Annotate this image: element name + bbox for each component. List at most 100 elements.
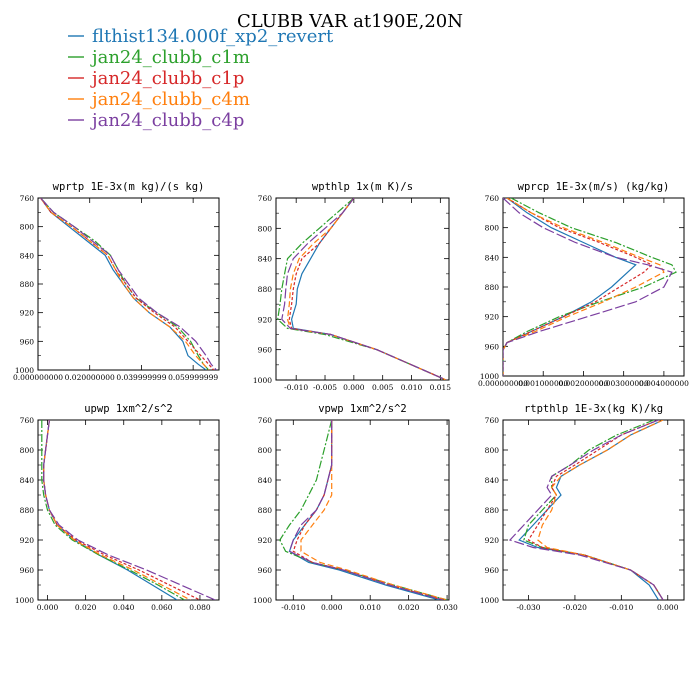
x-tick-label: 0.000000000 xyxy=(13,373,63,382)
y-tick-label: 760 xyxy=(485,194,500,203)
series-line xyxy=(286,198,447,380)
x-tick-label: 0.020000000 xyxy=(65,373,115,382)
legend-label: jan24_clubb_c4p xyxy=(90,110,244,131)
x-tick-label: 0.000 xyxy=(343,383,365,392)
y-tick-label: 840 xyxy=(20,251,35,260)
panel-frame xyxy=(37,419,220,601)
series-line xyxy=(503,198,637,376)
y-tick-label: 800 xyxy=(485,446,500,455)
legend-item: jan24_clubb_c4p xyxy=(68,110,244,131)
x-tick-label: 0.010 xyxy=(359,603,381,612)
legend-label: jan24_clubb_c1p xyxy=(90,68,244,89)
x-tick-label: 0.004000000 xyxy=(639,379,689,388)
y-tick-label: 960 xyxy=(485,342,500,351)
series-line xyxy=(288,420,444,600)
series-line xyxy=(503,198,673,376)
y-tick-label: 920 xyxy=(258,536,273,545)
y-tick-label: 880 xyxy=(258,506,273,515)
x-tick-label: 0.030 xyxy=(436,603,458,612)
x-tick-label: -0.010 xyxy=(284,383,308,392)
series-line xyxy=(279,420,448,600)
x-tick-label: 0.059999999 xyxy=(168,373,218,382)
x-tick-label: 0.039999999 xyxy=(116,373,166,382)
series-line xyxy=(288,420,440,600)
series-group xyxy=(277,198,447,380)
y-tick-label: 760 xyxy=(258,194,273,203)
y-tick-label: 880 xyxy=(485,506,500,515)
series-group xyxy=(279,420,448,600)
panels: wprtp 1E-3x(m kg)/(s kg) 760 800 840 880 920 9… xyxy=(13,181,689,612)
x-tick-label: -0.010 xyxy=(609,603,633,612)
x-tick-label: 0.010 xyxy=(401,383,423,392)
legend-label: jan24_clubb_c4m xyxy=(90,89,250,110)
panel-title: wprcp 1E-3x(m/s) (kg/kg) xyxy=(518,181,670,193)
series-line xyxy=(503,198,665,376)
x-tick-label: -0.005 xyxy=(313,383,337,392)
y-tick-label: 800 xyxy=(20,446,35,455)
series-line xyxy=(300,420,448,600)
y-tick-label: 920 xyxy=(20,536,35,545)
series-line xyxy=(503,198,653,376)
y-tick-label: 800 xyxy=(258,446,273,455)
series-line xyxy=(43,420,201,600)
series-line xyxy=(518,420,664,600)
y-tick-label: 760 xyxy=(20,194,35,203)
series-line xyxy=(43,420,216,600)
y-tick-label: 1000 xyxy=(15,366,34,375)
series-line xyxy=(288,198,447,380)
y-tick-label: 1000 xyxy=(253,596,272,605)
series-line xyxy=(281,198,447,380)
y-tick-label: 800 xyxy=(258,224,273,233)
series-line xyxy=(41,420,185,600)
x-tick-label: 0.001000000 xyxy=(518,379,568,388)
y-tick-label: 840 xyxy=(20,476,35,485)
x-tick-label: -0.030 xyxy=(517,603,541,612)
legend-label: jan24_clubb_c1m xyxy=(90,47,250,68)
panel: rtpthlp 1E-3x(kg K)/kg 760 800 840 880 920 960… xyxy=(480,403,685,612)
panel-frame xyxy=(275,419,450,601)
y-tick-label: 880 xyxy=(20,506,35,515)
y-tick-label: 920 xyxy=(258,315,273,324)
panel-title: wpthlp 1x(m K)/s xyxy=(312,181,413,193)
legend-label: flthist134.000f_xp2_revert xyxy=(92,26,334,47)
panel-title: rtpthlp 1E-3x(kg K)/kg xyxy=(524,403,663,415)
y-tick-label: 760 xyxy=(258,416,273,425)
legend-item: jan24_clubb_c4m xyxy=(68,89,250,110)
y-tick-label: 880 xyxy=(485,283,500,292)
x-tick-label: -0.010 xyxy=(281,603,305,612)
panel: upwp 1xm^2/s^2 760 800 840 880 920 960 10000.00… xyxy=(15,403,220,612)
series-group xyxy=(508,420,664,600)
x-tick-label: -0.020 xyxy=(563,603,587,612)
y-tick-label: 840 xyxy=(258,476,273,485)
y-tick-label: 840 xyxy=(258,255,273,264)
legend-item: flthist134.000f_xp2_revert xyxy=(68,26,334,47)
legend-item: jan24_clubb_c1m xyxy=(68,47,250,68)
y-tick-label: 920 xyxy=(485,536,500,545)
x-tick-label: 0.000000000 xyxy=(478,379,528,388)
series-line xyxy=(43,420,178,600)
series-line xyxy=(40,198,217,370)
legend: flthist134.000f_xp2_revertjan24_clubb_c1… xyxy=(68,26,334,131)
panel: vpwp 1xm^2/s^2 760 800 840 880 920 960 1000 -0.0… xyxy=(253,403,458,612)
x-tick-label: 0.040 xyxy=(113,603,135,612)
series-line xyxy=(537,420,664,600)
x-tick-label: 0.080 xyxy=(189,603,211,612)
panel-frame xyxy=(275,197,450,381)
figure-title: CLUBB VAR at190E,20N xyxy=(237,11,463,32)
panel: wprcp 1E-3x(m/s) (kg/kg) 760 800 840 880 920 9… xyxy=(478,181,689,388)
x-tick-label: 0.000 xyxy=(657,603,679,612)
x-tick-label: 0.005 xyxy=(372,383,394,392)
series-line xyxy=(40,198,210,370)
series-group xyxy=(503,198,677,376)
y-tick-label: 960 xyxy=(258,346,273,355)
y-tick-label: 1000 xyxy=(15,596,34,605)
x-tick-label: 0.002000000 xyxy=(558,379,608,388)
y-tick-label: 960 xyxy=(485,566,500,575)
series-group xyxy=(41,420,216,600)
series-line xyxy=(523,420,664,600)
y-tick-label: 880 xyxy=(258,285,273,294)
series-line xyxy=(503,198,677,376)
y-tick-label: 1000 xyxy=(480,596,499,605)
y-tick-label: 880 xyxy=(20,280,35,289)
